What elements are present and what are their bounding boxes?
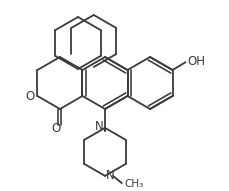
Text: CH₃: CH₃ bbox=[125, 179, 144, 189]
Text: N: N bbox=[95, 120, 103, 133]
Text: OH: OH bbox=[188, 55, 206, 68]
Text: O: O bbox=[51, 122, 61, 135]
Text: N: N bbox=[106, 169, 114, 182]
Text: O: O bbox=[25, 90, 34, 103]
